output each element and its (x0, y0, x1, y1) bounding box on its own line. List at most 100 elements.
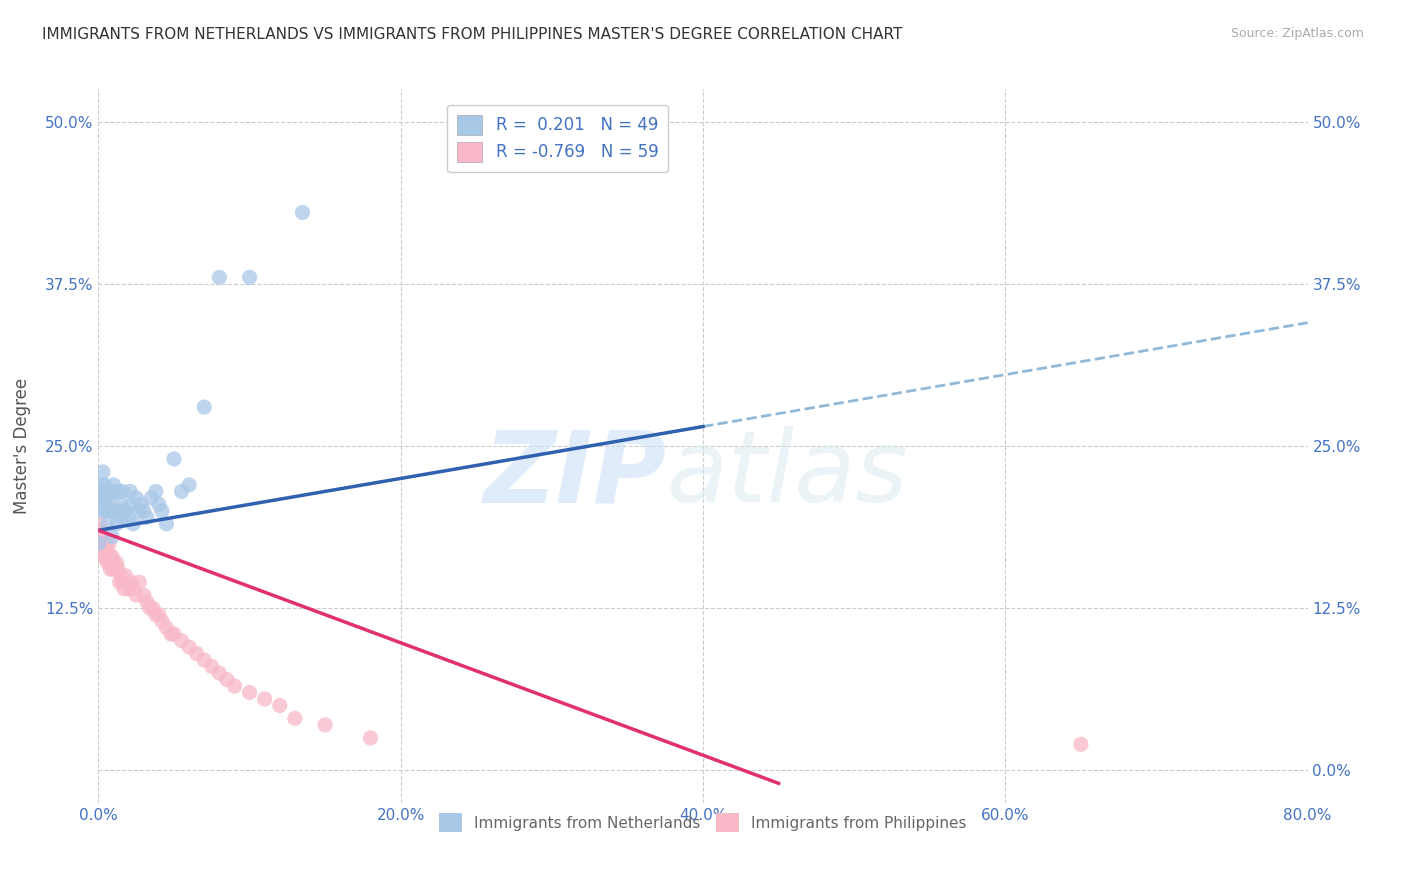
Point (215, 673, 238, 687)
Point (105, 504, 128, 518)
Point (122, 582, 145, 596)
Point (179, 640, 201, 654)
Point (100, 549, 122, 564)
Point (150, 504, 173, 518)
Point (103, 504, 125, 518)
Text: Source: ZipAtlas.com: Source: ZipAtlas.com (1230, 27, 1364, 40)
Point (89, 530, 111, 544)
Point (103, 484, 125, 499)
Point (110, 497, 132, 511)
Point (103, 556, 125, 570)
Point (253, 692, 276, 706)
Point (105, 556, 128, 570)
Point (201, 659, 224, 673)
Point (91, 465, 114, 479)
Point (239, 270, 262, 285)
Point (107, 562, 129, 576)
Point (98, 536, 121, 550)
Point (114, 568, 136, 582)
Point (360, 731, 382, 745)
Point (145, 607, 167, 622)
Point (118, 582, 141, 596)
Point (94, 504, 117, 518)
Point (291, 205, 314, 219)
Point (90, 484, 112, 499)
Point (96, 556, 118, 570)
Point (89, 516, 111, 531)
Point (101, 549, 124, 564)
Point (118, 510, 141, 524)
Point (111, 575, 134, 590)
Point (94, 549, 117, 564)
Point (110, 568, 132, 582)
Point (100, 484, 122, 499)
Point (132, 588, 155, 602)
Point (93, 478, 115, 492)
Point (170, 484, 193, 499)
Point (103, 562, 125, 576)
Point (122, 516, 145, 531)
Point (160, 627, 183, 641)
Point (121, 497, 143, 511)
Point (121, 575, 143, 590)
Point (100, 562, 122, 576)
Point (129, 497, 152, 511)
Point (125, 491, 148, 505)
Point (284, 711, 307, 725)
Point (135, 510, 157, 524)
Text: IMMIGRANTS FROM NETHERLANDS VS IMMIGRANTS FROM PHILIPPINES MASTER'S DEGREE CORRE: IMMIGRANTS FROM NETHERLANDS VS IMMIGRANT… (42, 27, 903, 42)
Point (145, 484, 167, 499)
Point (163, 627, 186, 641)
Point (239, 685, 262, 699)
Point (90, 536, 112, 550)
Point (269, 698, 291, 713)
Point (224, 679, 246, 693)
Point (128, 504, 150, 518)
Point (94, 491, 117, 505)
Point (111, 484, 134, 499)
Point (103, 478, 125, 492)
Point (179, 478, 201, 492)
Point (93, 549, 115, 564)
Point (96, 504, 118, 518)
Text: ZIP: ZIP (484, 426, 666, 523)
Point (98, 556, 121, 570)
Point (148, 607, 170, 622)
Point (98, 491, 121, 505)
Point (142, 601, 165, 615)
Point (112, 582, 135, 596)
Point (90, 524, 112, 538)
Point (155, 621, 177, 635)
Point (163, 452, 186, 467)
Point (93, 536, 115, 550)
Point (93, 491, 115, 505)
Point (107, 484, 129, 499)
Point (150, 614, 173, 628)
Point (170, 633, 193, 648)
Point (87, 536, 110, 550)
Point (128, 575, 150, 590)
Text: atlas: atlas (666, 426, 908, 523)
Point (155, 516, 177, 531)
Point (125, 588, 148, 602)
Point (141, 491, 163, 505)
Point (87, 536, 110, 550)
Point (208, 270, 231, 285)
Point (100, 504, 122, 518)
Legend: Immigrants from Netherlands, Immigrants from Philippines: Immigrants from Netherlands, Immigrants … (433, 807, 973, 838)
Point (89, 491, 111, 505)
Point (139, 601, 162, 615)
Point (112, 504, 135, 518)
Point (110, 510, 132, 524)
Point (87, 524, 110, 538)
Point (208, 666, 231, 681)
Point (186, 647, 208, 661)
Point (105, 516, 128, 531)
Point (87, 549, 110, 564)
Point (96, 516, 118, 531)
Point (193, 653, 215, 667)
Point (96, 542, 118, 557)
Point (148, 497, 170, 511)
Point (94, 536, 117, 550)
Point (1070, 738, 1092, 752)
